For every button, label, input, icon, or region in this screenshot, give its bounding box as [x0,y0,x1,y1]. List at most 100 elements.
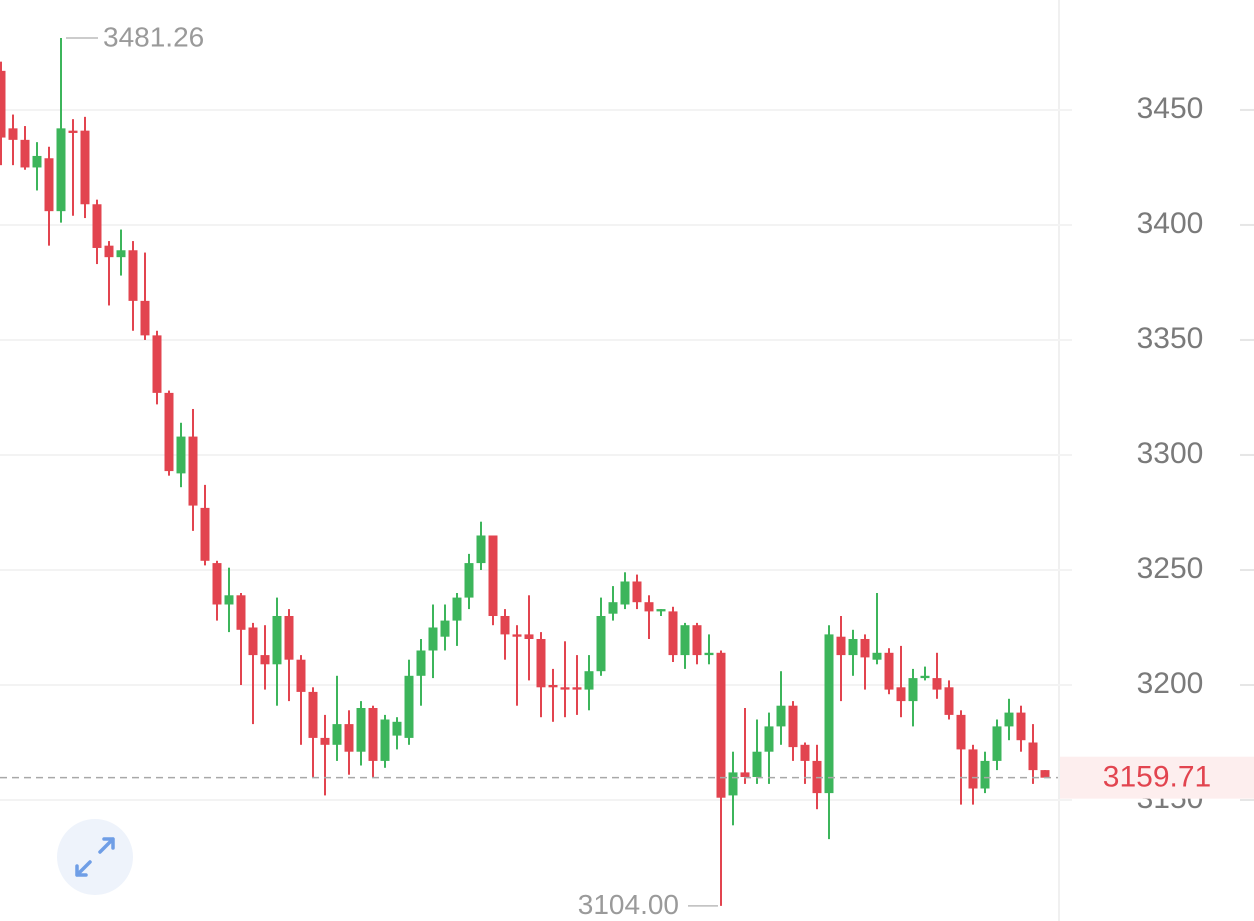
candle-body [836,636,846,656]
candle-body [500,615,510,635]
candle-body [740,772,750,778]
candle-body [56,128,66,212]
candle-body [368,708,378,761]
candle-body [428,627,438,651]
candle-body [236,595,246,630]
candle-body [872,652,882,660]
candle-body [764,726,774,752]
candle-body [920,675,930,679]
candle-body [788,705,798,748]
candle-body [224,595,234,605]
annotation-label: 3104.00 [578,889,679,920]
y-tick-label: 3200 [1137,667,1204,700]
candle-body [188,436,198,506]
candle-body [272,615,282,665]
candle-body [776,705,786,727]
candle-body [1004,712,1014,727]
candle-body [752,751,762,778]
candle-body [200,507,210,561]
expand-button[interactable] [57,819,133,895]
candle-body [848,638,858,656]
candle-body [656,609,666,612]
annotation-label: 3481.26 [103,21,204,52]
candle-body [152,335,162,393]
candle-body [824,634,834,794]
candle-body [860,638,870,658]
candle-body [548,684,558,688]
candle-body [692,625,702,656]
candle-body [584,671,594,690]
candle-body [416,650,426,676]
expand-icon[interactable] [75,837,115,877]
candle-body [8,128,18,140]
candle-body [680,625,690,656]
candle-body [128,250,138,301]
candle-body [452,597,462,621]
y-tick-label: 3400 [1137,207,1204,240]
candle-body [380,719,390,761]
candle-body [932,678,942,690]
candle-body [968,749,978,789]
candle-body [392,721,402,736]
y-tick-label: 3300 [1137,437,1204,470]
candle-body [1040,770,1050,778]
expand-bg[interactable] [57,819,133,895]
candle-body [512,634,522,637]
candle-body [320,737,330,745]
candle-body [176,436,186,474]
candle-body [332,724,342,745]
candle-body [632,581,642,603]
candle-body [884,652,894,690]
candle-body [488,535,498,616]
candle-body [536,638,546,688]
candle-body [1028,742,1038,771]
candle-body [608,602,618,614]
candle-body [560,687,570,690]
candle-body [524,634,534,639]
candle-body [80,130,90,205]
last-price-box [1060,756,1254,799]
candle-body [92,204,102,248]
candle-body [944,687,954,715]
candle-body [728,772,738,796]
candle-body [440,620,450,637]
candle-body [464,563,474,598]
candle-body [20,139,30,168]
candle-body [212,563,222,605]
candle-body [296,659,306,692]
plot: 31503200325033003350340034503481.263104.… [0,21,1254,920]
candle-body [620,581,630,605]
candle-body [260,655,270,665]
candle-body [476,535,486,564]
candle-body [140,300,150,336]
candle-body [104,245,114,258]
candle-body [248,627,258,656]
candle-body [572,687,582,690]
candle-body [32,155,42,168]
y-tick-label: 3250 [1137,552,1204,585]
candle-body [0,70,6,138]
y-tick-label: 3450 [1137,92,1204,125]
candle-body [716,652,726,798]
candle-body [404,675,414,738]
candle-body [800,744,810,761]
candle-body [956,714,966,750]
candle-body [704,652,714,656]
y-tick-label: 3350 [1137,322,1204,355]
candle-body [164,392,174,472]
candle-body [1016,712,1026,741]
candle-body [68,130,78,133]
candle-body [284,615,294,660]
candle-body [668,611,678,656]
last-price-label: 3159.71 [1103,761,1211,794]
candle-body [896,687,906,702]
candle-body [992,726,1002,761]
candle-body [908,678,918,702]
candle-body [344,724,354,752]
candle-body [596,615,606,672]
candle-body [980,760,990,789]
candle-body [308,691,318,738]
candle-body [44,158,54,212]
